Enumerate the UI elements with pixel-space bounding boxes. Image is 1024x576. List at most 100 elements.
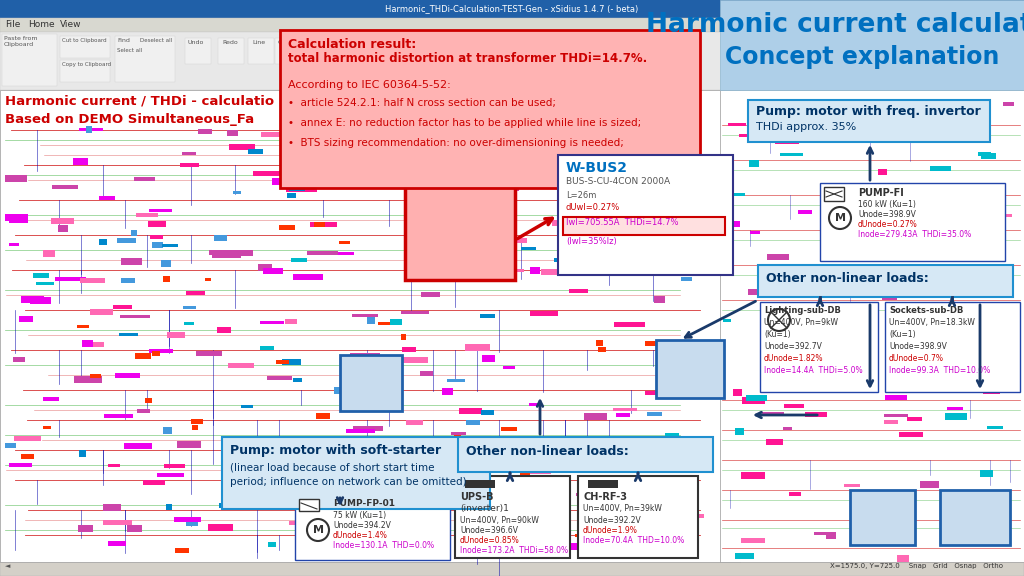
- Bar: [907, 417, 922, 421]
- Bar: [504, 466, 521, 469]
- Bar: [217, 327, 231, 333]
- Text: Pump: motor with soft-starter: Pump: motor with soft-starter: [230, 444, 441, 457]
- Bar: [783, 427, 792, 430]
- Bar: [346, 429, 375, 433]
- Bar: [790, 492, 801, 496]
- Bar: [644, 157, 669, 163]
- Bar: [79, 450, 86, 457]
- Bar: [58, 225, 68, 232]
- Bar: [762, 412, 784, 415]
- Bar: [174, 517, 201, 522]
- Text: M: M: [835, 213, 846, 223]
- Bar: [198, 129, 212, 134]
- Bar: [260, 346, 274, 350]
- Bar: [406, 420, 423, 425]
- Bar: [442, 388, 453, 395]
- Bar: [103, 504, 121, 511]
- Bar: [33, 273, 49, 278]
- Bar: [665, 433, 679, 437]
- Bar: [475, 267, 486, 271]
- Text: Inode=130.1A  THD=0.0%: Inode=130.1A THD=0.0%: [333, 541, 434, 550]
- Bar: [620, 166, 633, 171]
- Bar: [767, 109, 788, 112]
- Bar: [628, 505, 636, 511]
- Bar: [739, 134, 761, 137]
- Bar: [0, 32, 1024, 90]
- Bar: [327, 252, 354, 255]
- Bar: [562, 159, 577, 163]
- Bar: [185, 38, 211, 64]
- Bar: [750, 231, 760, 234]
- Bar: [775, 141, 799, 144]
- Bar: [500, 489, 510, 495]
- Bar: [135, 353, 151, 359]
- Bar: [481, 410, 494, 415]
- Text: Inode=99.3A  THD=10.0%: Inode=99.3A THD=10.0%: [889, 366, 990, 375]
- Bar: [120, 315, 150, 318]
- Bar: [746, 395, 767, 401]
- Bar: [239, 455, 266, 461]
- Bar: [758, 265, 1013, 297]
- Bar: [592, 159, 602, 165]
- Bar: [367, 520, 382, 527]
- Bar: [90, 374, 101, 378]
- Bar: [282, 359, 301, 365]
- Bar: [136, 213, 158, 217]
- Bar: [503, 366, 515, 369]
- Bar: [352, 314, 378, 317]
- Bar: [310, 222, 337, 227]
- Bar: [748, 289, 772, 295]
- Bar: [646, 208, 656, 215]
- Bar: [86, 126, 92, 133]
- Bar: [13, 357, 25, 362]
- Bar: [426, 477, 450, 480]
- Bar: [380, 544, 410, 551]
- Bar: [909, 101, 921, 106]
- Bar: [414, 242, 427, 247]
- Bar: [340, 355, 402, 411]
- Bar: [942, 213, 961, 217]
- Text: Undo: Undo: [188, 40, 205, 45]
- Bar: [209, 250, 229, 255]
- Text: (Iwl=35%Iz): (Iwl=35%Iz): [566, 237, 616, 246]
- Bar: [384, 157, 394, 164]
- Text: dUnode=1.82%: dUnode=1.82%: [764, 354, 823, 363]
- Bar: [648, 509, 662, 516]
- Bar: [981, 153, 996, 159]
- Bar: [228, 363, 254, 368]
- Bar: [645, 341, 662, 346]
- Bar: [884, 414, 908, 417]
- Bar: [219, 503, 232, 508]
- Bar: [645, 182, 655, 186]
- Bar: [940, 490, 1010, 545]
- Bar: [378, 322, 390, 325]
- Bar: [121, 258, 142, 265]
- Bar: [897, 184, 910, 191]
- Bar: [150, 209, 172, 212]
- Bar: [267, 376, 292, 380]
- Bar: [289, 187, 305, 191]
- Text: Un=400V, Pn=90kW: Un=400V, Pn=90kW: [460, 516, 539, 525]
- Bar: [851, 325, 864, 328]
- Bar: [5, 214, 28, 221]
- Bar: [167, 332, 185, 338]
- Text: •  article 524.2.1: half N cross section can be used;: • article 524.2.1: half N cross section …: [288, 98, 556, 108]
- Bar: [455, 476, 570, 558]
- Bar: [678, 242, 690, 247]
- Bar: [508, 508, 525, 513]
- Bar: [401, 311, 429, 314]
- Bar: [421, 292, 440, 297]
- Text: Lighting-sub-DB: Lighting-sub-DB: [764, 306, 841, 315]
- Bar: [805, 356, 817, 361]
- Bar: [261, 132, 287, 137]
- Bar: [43, 426, 51, 429]
- Bar: [895, 216, 918, 220]
- Text: Cut to Clipboard: Cut to Clipboard: [62, 38, 106, 43]
- Bar: [407, 470, 419, 475]
- Bar: [733, 389, 742, 396]
- Bar: [735, 428, 744, 435]
- Bar: [183, 306, 196, 309]
- Bar: [193, 425, 198, 430]
- Text: ◄: ◄: [5, 563, 10, 569]
- Text: Calculation result:: Calculation result:: [288, 38, 416, 51]
